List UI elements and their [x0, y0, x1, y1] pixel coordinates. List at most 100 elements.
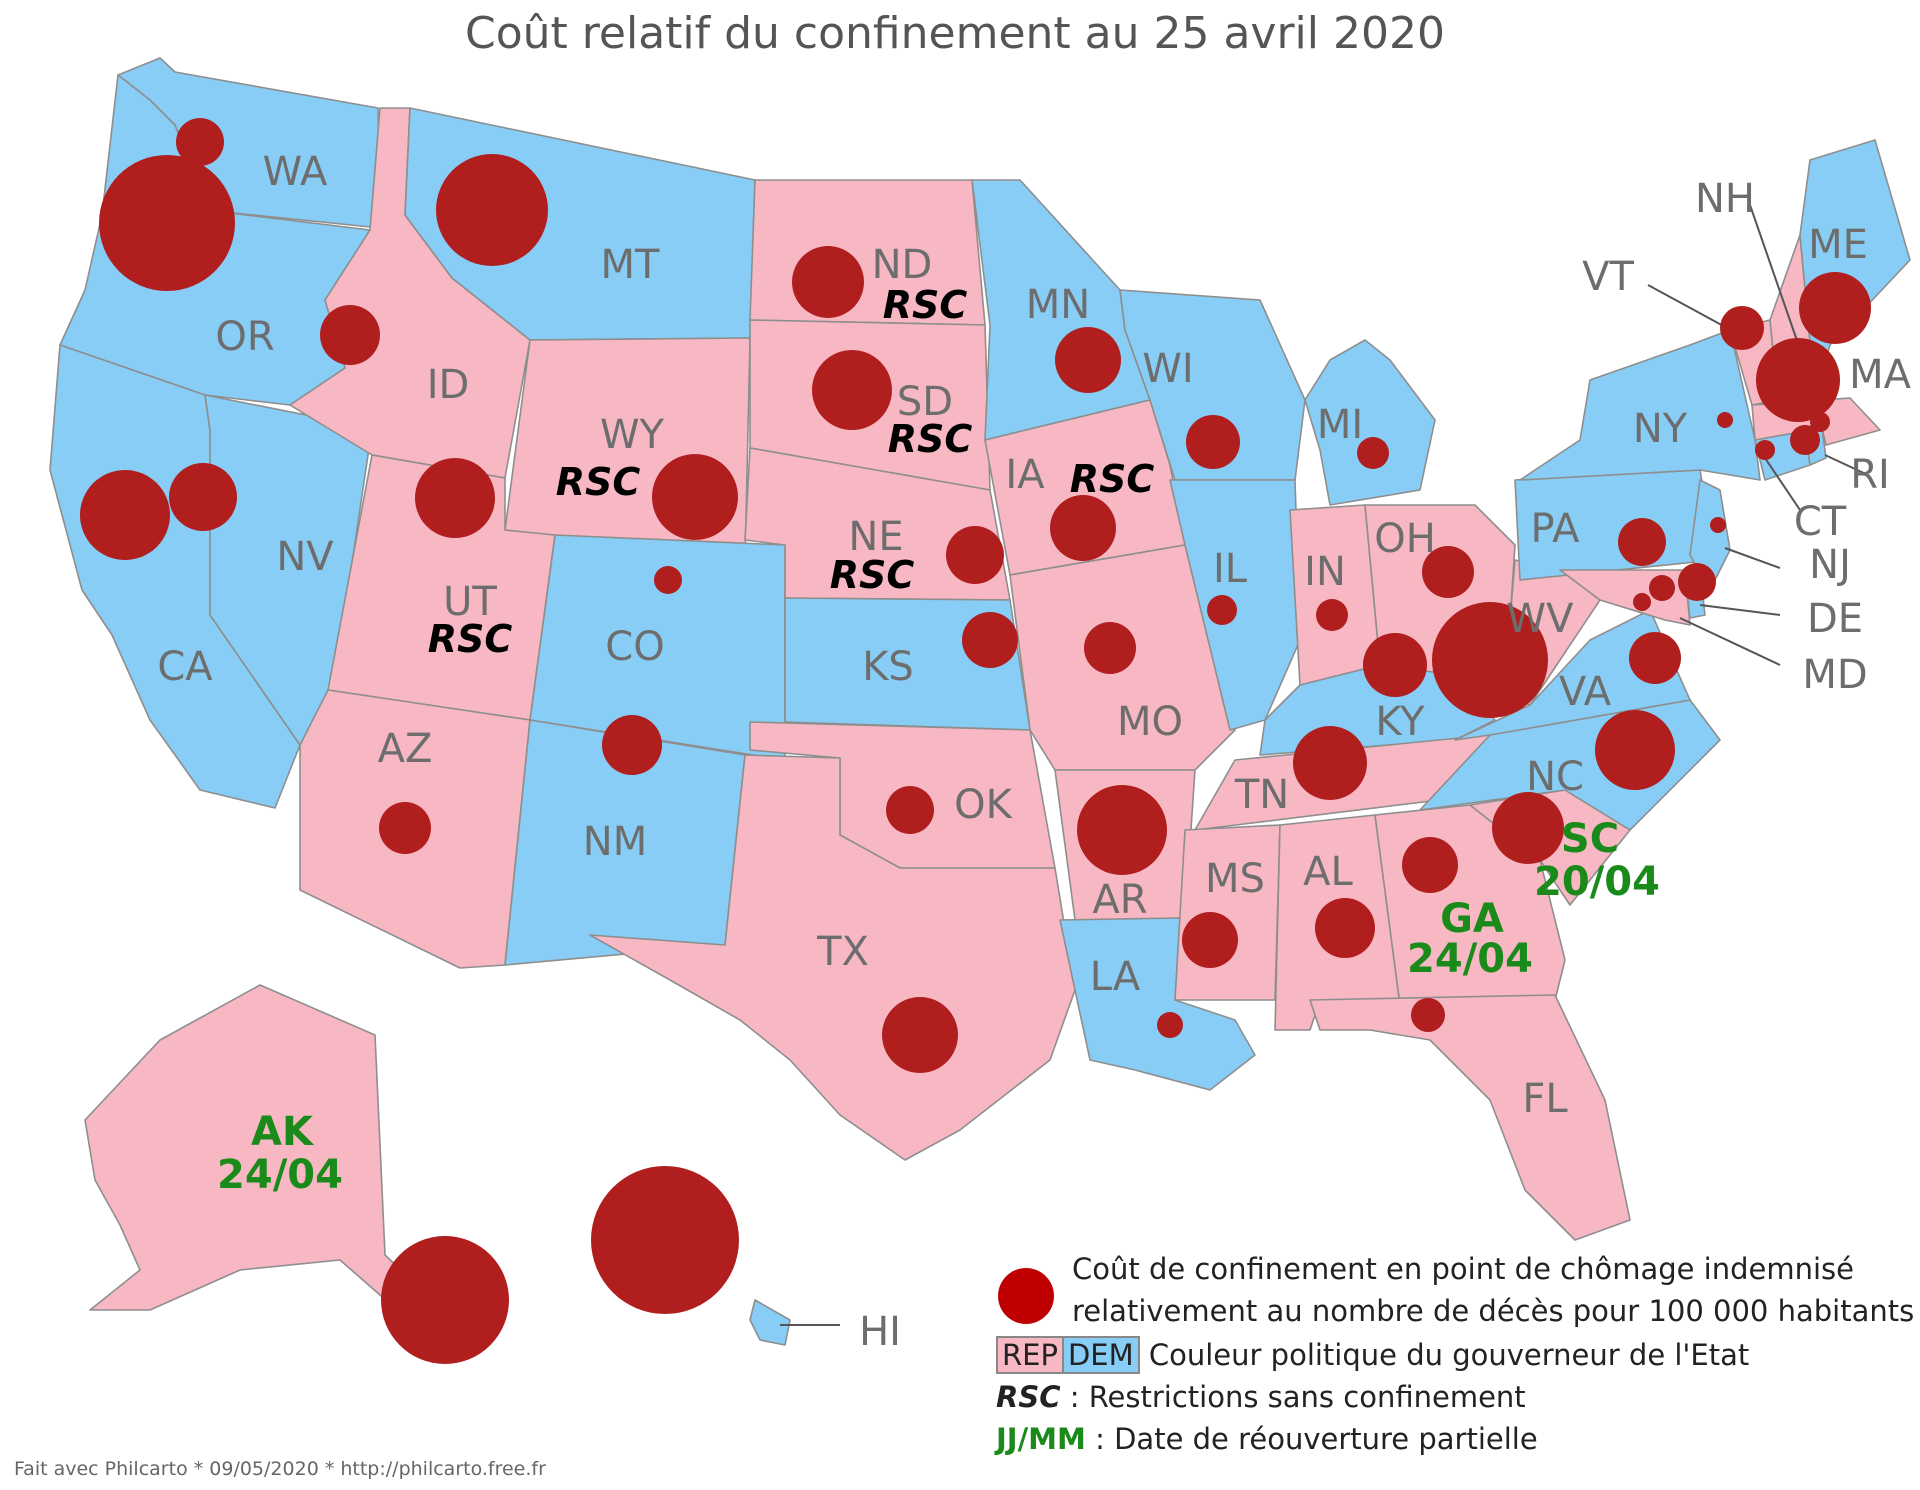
label-SC: SC [1561, 816, 1619, 862]
bubble-VT [1720, 306, 1764, 350]
label-OR: OR [215, 314, 274, 360]
rsc-tag-UT: RSC [428, 617, 513, 661]
label-WV: WV [1507, 596, 1575, 642]
bubble-WY [652, 454, 738, 540]
bubble-NC [1595, 710, 1675, 790]
label-MS: MS [1205, 856, 1265, 902]
bubble-GA [1402, 837, 1458, 893]
label-LA: LA [1090, 954, 1141, 1000]
reopen-date-GA: 24/04 [1407, 936, 1533, 982]
state-HI [749, 1299, 791, 1346]
bubble-AK [381, 1236, 509, 1364]
bubble-IN [1316, 599, 1348, 631]
state-MS [1174, 824, 1281, 1001]
reopen-date-SC: 20/04 [1534, 859, 1660, 905]
label-ND: ND [872, 242, 933, 288]
de-leader-line [1699, 604, 1781, 616]
label-VT: VT [1582, 254, 1634, 300]
bubble-CA-north [80, 470, 170, 560]
bubble-NY-small [1710, 517, 1726, 533]
rsc-tag-SD: RSC [888, 417, 973, 461]
bubble-AL [1315, 898, 1375, 958]
rsc-tag-ND: RSC [883, 283, 968, 327]
date-legend-text: : Date de réouverture partielle [1085, 1422, 1538, 1456]
rsc-tag-IA: RSC [1070, 457, 1155, 501]
bubble-OR [320, 305, 380, 365]
label-AK: AK [251, 1109, 315, 1155]
bubble-TN [1293, 726, 1367, 800]
label-TN: TN [1234, 772, 1289, 818]
bubble-WA [99, 155, 235, 291]
party-legend-text: Couleur politique du gouverneur de l'Eta… [1148, 1338, 1750, 1372]
bubble-AZ [379, 802, 431, 854]
label-RI: RI [1850, 452, 1890, 498]
label-VA: VA [1559, 669, 1612, 715]
label-MI: MI [1317, 402, 1363, 448]
bubble-FL [1411, 998, 1445, 1032]
label-WY: WY [600, 412, 665, 458]
label-ME: ME [1808, 222, 1868, 268]
label-IA: IA [1005, 452, 1045, 498]
bubble-ND [792, 246, 864, 318]
legend-bubble-line1: Coût de confinement en point de chômage … [1072, 1252, 1855, 1286]
label-NM: NM [583, 819, 647, 865]
label-AL: AL [1303, 849, 1353, 895]
bubble-CA [169, 463, 237, 531]
bubble-NY [1717, 412, 1733, 428]
rsc-legend-text: : Restrictions sans confinement [1060, 1380, 1526, 1414]
label-WI: WI [1142, 346, 1193, 392]
legend-rsc-row: RSC : Restrictions sans confinement [996, 1380, 1526, 1414]
bubble-RI [1790, 425, 1820, 455]
rsc-key: RSC [996, 1380, 1061, 1414]
label-MA: MA [1849, 352, 1912, 398]
rsc-tag-WY: RSC [556, 460, 641, 504]
label-CO: CO [605, 624, 664, 670]
state-NY [1519, 329, 1761, 481]
label-UT: UT [443, 579, 497, 625]
legend-bubble-line2: relativement au nombre de décès pour 100… [1072, 1294, 1915, 1328]
bubble-ME [1799, 272, 1871, 344]
label-IN: IN [1304, 549, 1346, 595]
label-GA: GA [1440, 896, 1504, 942]
label-HI: HI [859, 1309, 901, 1355]
label-ID: ID [427, 362, 470, 408]
label-SD: SD [897, 379, 953, 425]
bubble-MD [1633, 593, 1651, 611]
ri-leader-line [1824, 454, 1869, 476]
bubble-WA-small [176, 118, 224, 166]
bubble-KS [962, 612, 1018, 668]
label-NC: NC [1526, 754, 1584, 800]
label-AR: AR [1092, 877, 1147, 923]
bubble-VA [1629, 632, 1681, 684]
bubble-RI2 [1810, 412, 1830, 432]
label-KS: KS [862, 644, 914, 690]
label-MT: MT [601, 242, 661, 288]
label-MN: MN [1026, 282, 1090, 328]
bubble-AR [1077, 785, 1167, 875]
label-AZ: AZ [378, 726, 433, 772]
bubble-MA [1756, 338, 1840, 422]
bubble-CO [654, 566, 682, 594]
bubble-IL [1207, 595, 1237, 625]
bubble-OH [1422, 546, 1474, 598]
bubble-HI [591, 1166, 739, 1314]
label-MD: MD [1802, 652, 1867, 698]
label-NE: NE [848, 514, 903, 560]
bubble-UT [415, 458, 495, 538]
bubble-SC [1492, 792, 1564, 864]
state-MI [1304, 339, 1436, 506]
label-CA: CA [157, 644, 213, 690]
bubble-CT [1755, 440, 1775, 460]
bubble-PA [1618, 518, 1666, 566]
ct-leader-line [1764, 457, 1801, 511]
label-FL: FL [1522, 1076, 1568, 1122]
rsc-tag-NE: RSC [830, 553, 915, 597]
bubble-KY [1363, 633, 1427, 697]
bubble-MO [1084, 622, 1136, 674]
bubble-OK [886, 786, 934, 834]
legend-bubble-symbol [998, 1268, 1054, 1324]
label-OK: OK [954, 782, 1013, 828]
bubble-MI [1357, 437, 1389, 469]
bubble-MN [1055, 327, 1121, 393]
label-NV: NV [276, 534, 334, 580]
